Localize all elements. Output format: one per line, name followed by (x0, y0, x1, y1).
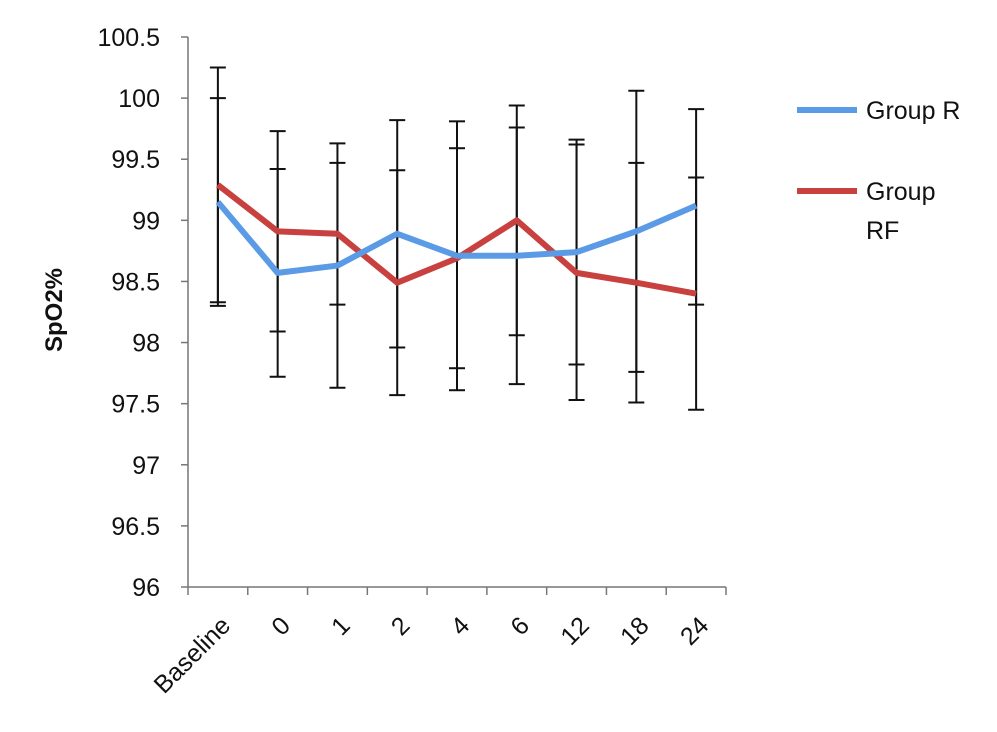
y-tick-label: 100.5 (97, 24, 160, 52)
axes (181, 36, 727, 595)
x-tick-label: 6 (505, 611, 535, 641)
x-tick-label: 2 (386, 611, 416, 641)
tick-labels: 96 96.5 97 97.5 98 98.5 99 99.5 100 100.5 Baseline… (97, 24, 714, 699)
x-tick-label: 4 (446, 611, 476, 641)
x-tick-label: 24 (675, 611, 715, 651)
y-tick-label: 99 (132, 207, 160, 235)
series-lines (215, 182, 698, 297)
y-axis-label: SpO2% (41, 268, 68, 352)
y-tick-label: 96.5 (111, 513, 160, 541)
y-tick-label: 100 (118, 85, 160, 113)
legend-label: Group R (866, 97, 960, 125)
y-tick-label: 97.5 (111, 391, 160, 419)
x-tick-label: 12 (555, 611, 594, 650)
x-tick-label: Baseline (149, 611, 237, 699)
y-tick-label: 99.5 (111, 146, 160, 174)
x-tick-label: 0 (266, 611, 296, 641)
legend-label: Group RF (866, 178, 935, 245)
x-tick-label: 1 (326, 611, 356, 641)
series-line-group-r (215, 200, 698, 276)
y-tick-label: 98 (132, 330, 160, 358)
y-tick-label: 97 (132, 452, 160, 480)
error-bars (209, 66, 705, 411)
x-tick-label: 18 (615, 611, 654, 650)
y-tick-label: 96 (132, 574, 160, 602)
legend: Group R Group RF (797, 97, 960, 245)
y-tick-label: 98.5 (111, 268, 160, 296)
